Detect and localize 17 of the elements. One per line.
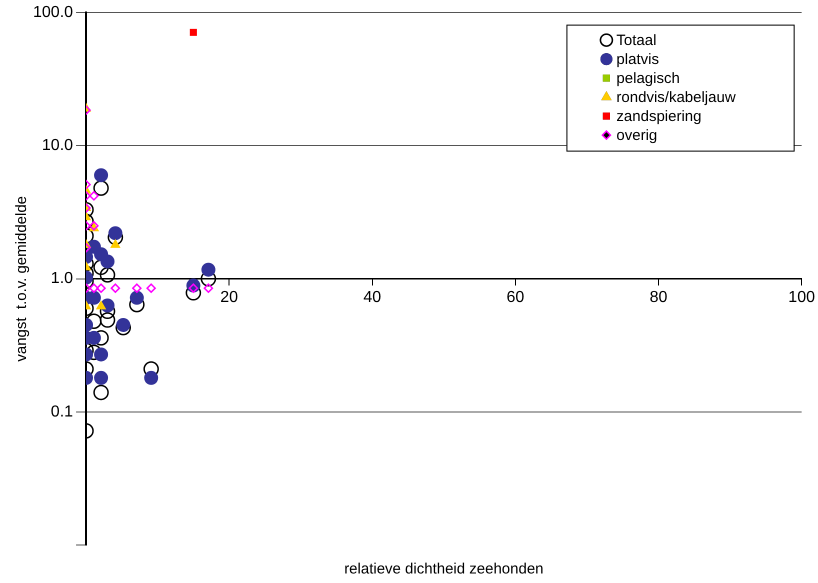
legend-label: zandspiering bbox=[616, 108, 702, 126]
y-tick-label: 100.0 bbox=[32, 4, 74, 22]
x-axis-title: relatieve dichtheid zeehonden bbox=[344, 560, 544, 578]
y-tick-label: 1.0 bbox=[50, 270, 74, 288]
y-tick-label: 0.1 bbox=[50, 403, 74, 420]
legend-label: Totaal bbox=[616, 32, 656, 50]
x-tick-label: 60 bbox=[506, 288, 524, 306]
legend-label: rondvis/kabeljauw bbox=[616, 89, 736, 106]
legend-label: pelagisch bbox=[616, 70, 680, 88]
legend-label: platvis bbox=[616, 51, 659, 68]
legend-label: overig bbox=[616, 127, 658, 144]
x-tick-label: 100 bbox=[788, 288, 816, 306]
x-tick-label: 20 bbox=[220, 288, 238, 306]
y-axis-title: vangst t.o.v. gemiddelde bbox=[13, 196, 30, 362]
x-tick-label: 80 bbox=[650, 288, 668, 306]
y-tick-label: 10.0 bbox=[42, 137, 74, 154]
x-tick-label: 40 bbox=[363, 288, 382, 306]
